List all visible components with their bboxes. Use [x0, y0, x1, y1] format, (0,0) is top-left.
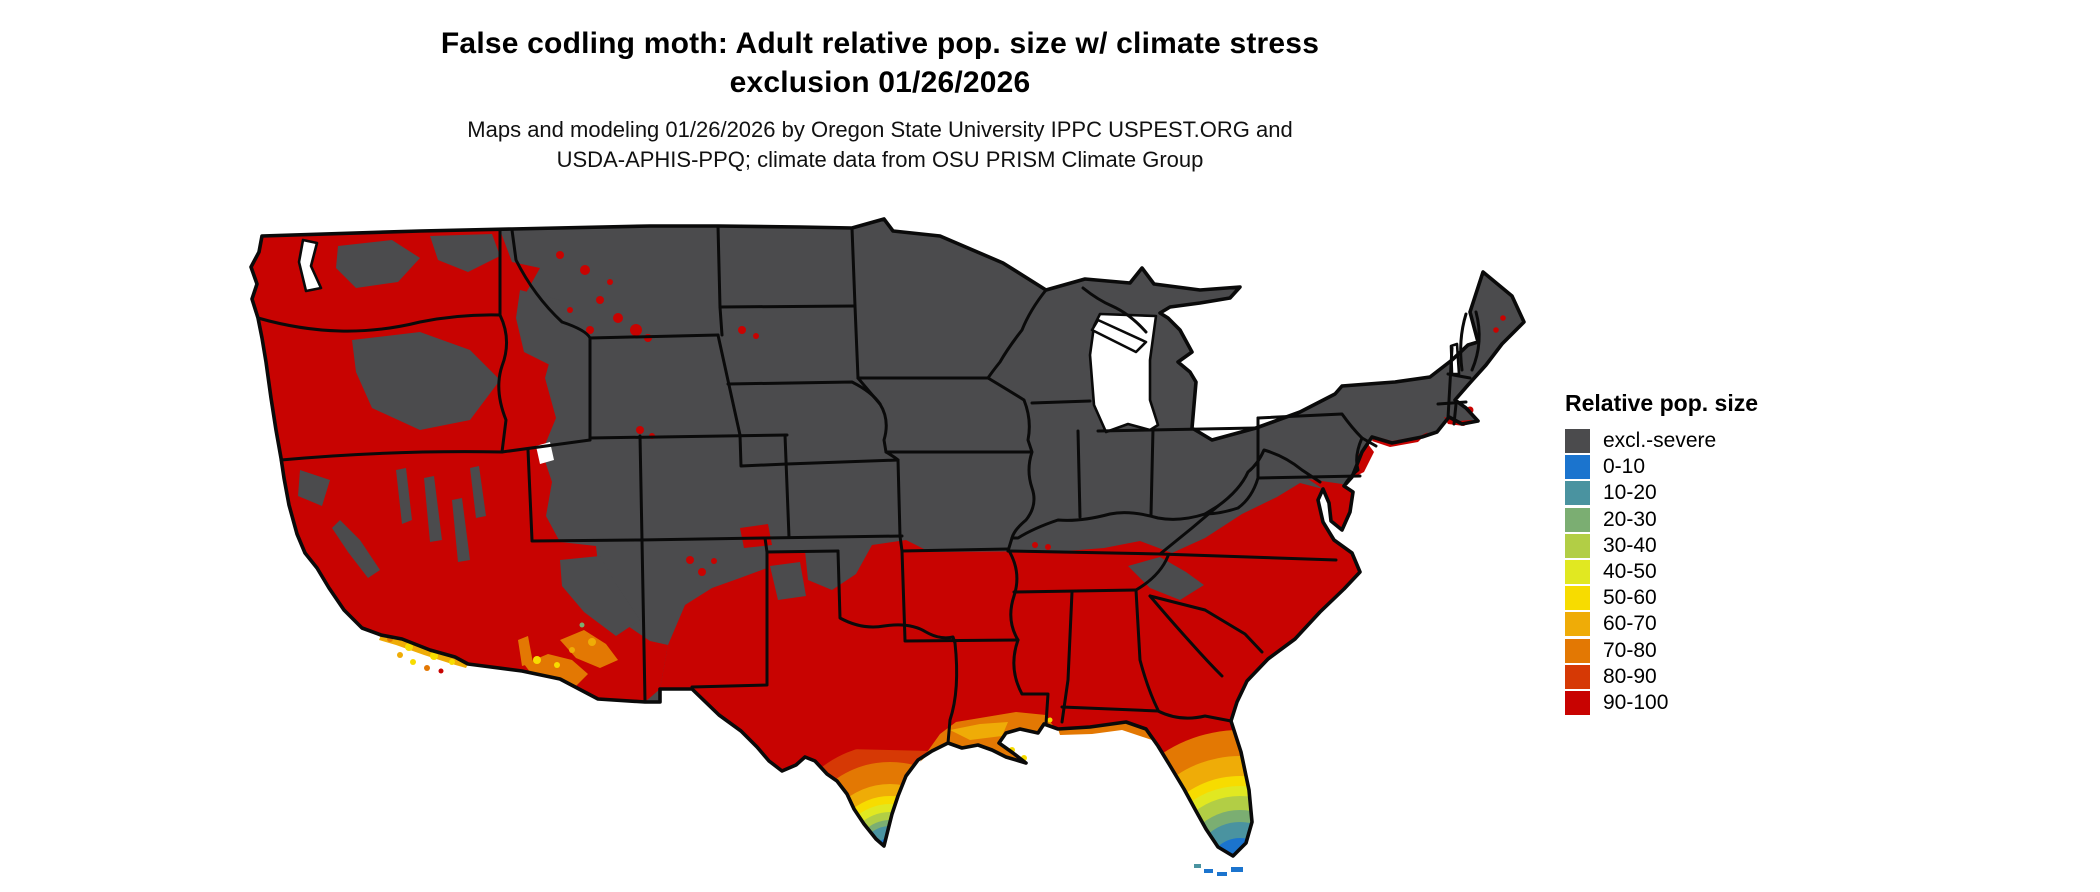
legend-swatch-20-30: [1565, 507, 1590, 532]
legend-swatch-excl.-severe: [1565, 429, 1590, 454]
legend-label: 90-100: [1603, 690, 1669, 714]
legend-rows: excl.-severe 0-10 10-20 20-30 30-40 40-50 50-6…: [1565, 428, 1758, 716]
legend-label: 0-10: [1603, 455, 1646, 479]
legend-swatch-70-80: [1565, 638, 1590, 663]
map-gray-mountain-patches: [298, 234, 1204, 636]
legend-row-80-90: 80-90: [1565, 664, 1758, 690]
map-title-line1: False codling moth: Adult relative pop. …: [440, 27, 1320, 60]
legend-row-40-50: 40-50: [1565, 559, 1758, 585]
legend-swatch-50-60: [1565, 586, 1590, 611]
map-subtitle-line2: USDA-APHIS-PPQ; climate data from OSU PR…: [556, 147, 1204, 172]
map-subtitle: Maps and modeling 01/26/2026 by Oregon S…: [230, 115, 1530, 175]
state-borders: [256, 224, 1481, 745]
legend-row-30-40: 30-40: [1565, 533, 1758, 559]
legend-row-0-10: 0-10: [1565, 454, 1758, 480]
conus-outline: [249, 217, 1526, 858]
legend-row-50-60: 50-60: [1565, 585, 1758, 611]
legend-swatch-30-40: [1565, 533, 1590, 558]
legend-label: 30-40: [1603, 533, 1657, 557]
legend-label: 50-60: [1603, 586, 1657, 610]
legend-row-70-80: 70-80: [1565, 638, 1758, 664]
puget-sound: [297, 238, 323, 293]
legend-row-60-70: 60-70: [1565, 611, 1758, 637]
legend-label: excl.-severe: [1603, 429, 1717, 453]
map-subtitle-line1: Maps and modeling 01/26/2026 by Oregon S…: [467, 117, 1293, 142]
legend-swatch-10-20: [1565, 481, 1590, 506]
legend-title: Relative pop. size: [1565, 390, 1759, 416]
legend-label: 60-70: [1603, 612, 1657, 636]
legend-swatch-80-90: [1565, 664, 1590, 689]
map-gulf-coast-band: [920, 712, 1152, 763]
legend-swatch-90-100: [1565, 690, 1590, 715]
legend-swatch-40-50: [1565, 560, 1590, 585]
legend-row-20-30: 20-30: [1565, 507, 1758, 533]
legend-swatch-60-70: [1565, 612, 1590, 637]
legend-row-90-100: 90-100: [1565, 690, 1758, 716]
map-socal-arizona-patches: [379, 622, 618, 686]
green-bay: [1090, 318, 1148, 354]
legend: Relative pop. size excl.-severe 0-10 10-20…: [1565, 390, 1758, 716]
map-lakes: [297, 238, 1461, 464]
legend-row-10-20: 10-20: [1565, 480, 1758, 506]
legend-label: 20-30: [1603, 507, 1657, 531]
legend-label: 70-80: [1603, 638, 1657, 662]
map-title-line2: exclusion 01/26/2026: [729, 66, 1031, 99]
legend-label: 10-20: [1603, 481, 1657, 505]
legend-swatch-0-10: [1565, 455, 1590, 480]
header: False codling moth: Adult relative pop. …: [230, 24, 1530, 175]
legend-label: 40-50: [1603, 560, 1657, 584]
legend-row-excl.-severe: excl.-severe: [1565, 428, 1758, 454]
map-florida-keys: [1194, 864, 1243, 876]
legend-label: 80-90: [1603, 664, 1657, 688]
